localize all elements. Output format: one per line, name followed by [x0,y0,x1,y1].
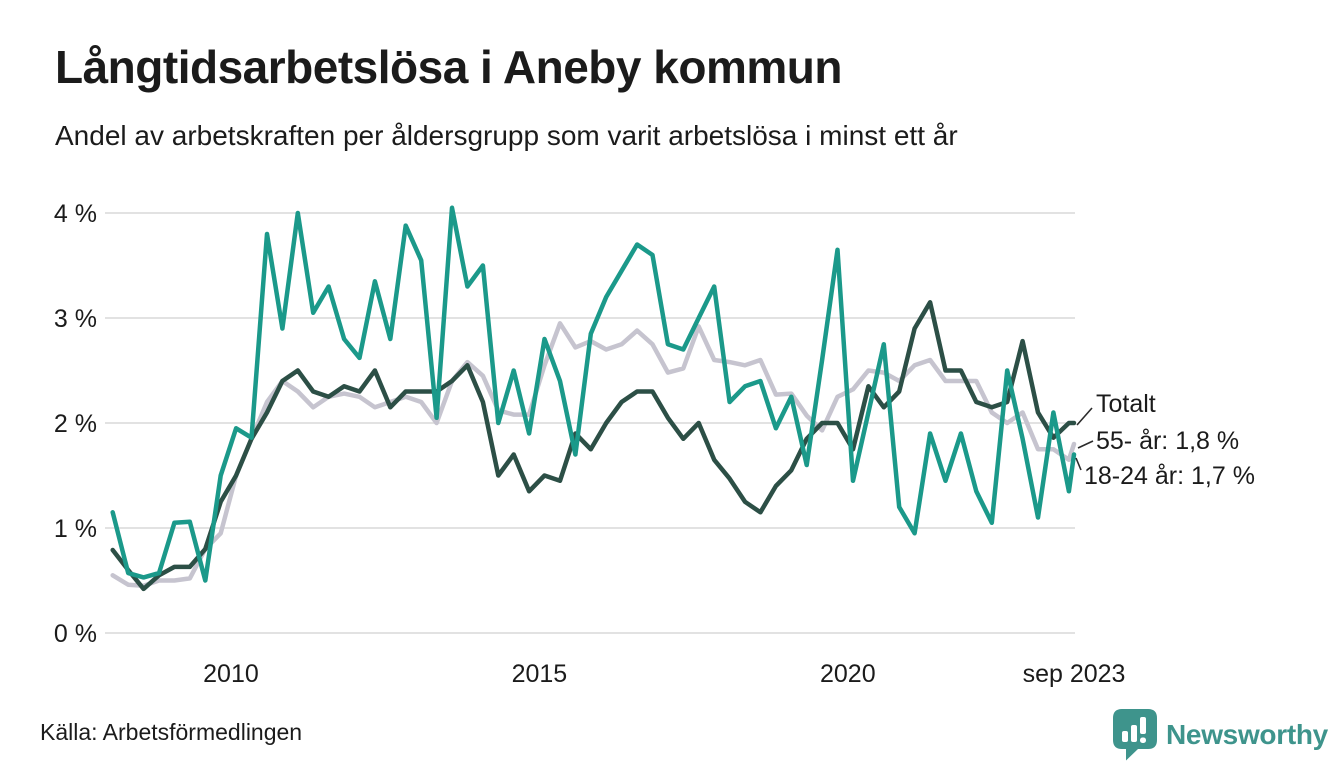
x-tick-label: 2020 [820,660,876,688]
y-tick-label: 1 % [54,515,97,543]
y-axis: 0 % 1 % 2 % 3 % 4 % [54,200,97,648]
newsworthy-wordmark: Newsworthy [1166,718,1328,750]
leader-line-totalt [1076,407,1093,426]
x-tick-label: sep 2023 [1023,660,1126,688]
x-axis: 2010 2015 2020 sep 2023 [203,660,1125,688]
series-line-totalt [110,300,1077,592]
source-label: Källa: Arbetsförmedlingen [40,719,303,745]
leader-line-18-24 [1075,457,1082,471]
series-line-55-r [110,321,1077,589]
chart-title: Långtidsarbetslösa i Aneby kommun [55,41,842,93]
end-label-55-ar: 55- år: 1,8 % [1096,427,1240,455]
end-label-totalt: Totalt [1096,390,1156,418]
series-line-18-24-r [110,205,1077,583]
leader-lines [1075,407,1094,471]
x-tick-label: 2010 [203,660,259,688]
x-tick-label: 2015 [512,660,568,688]
speech-bubble-bar-chart-icon [1113,709,1157,761]
end-label-18-24-ar: 18-24 år: 1,7 % [1084,462,1255,490]
chart-subtitle: Andel av arbetskraften per åldersgrupp s… [55,120,958,151]
y-tick-label: 0 % [54,620,97,648]
y-tick-label: 3 % [54,305,97,333]
y-tick-label: 4 % [54,200,97,228]
y-tick-label: 2 % [54,410,97,438]
leader-line-55 [1077,440,1094,449]
series-lines [110,205,1077,592]
newsworthy-logo: Newsworthy [1112,708,1328,761]
